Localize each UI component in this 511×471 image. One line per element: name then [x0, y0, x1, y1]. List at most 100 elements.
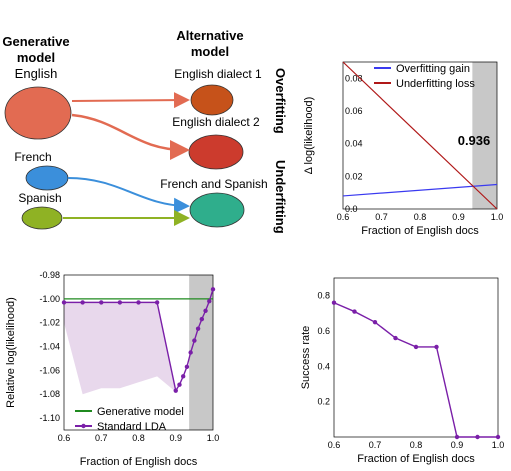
- data-point: [136, 300, 141, 305]
- data-point: [80, 300, 85, 305]
- data-point: [207, 299, 212, 304]
- plot-frame: [63, 274, 214, 431]
- data-point: [199, 316, 205, 322]
- x-tick-label: 0.9: [169, 433, 182, 443]
- data-point: [454, 434, 460, 440]
- y-tick-label: 0.4: [317, 361, 330, 371]
- french-ellipse: [25, 165, 69, 191]
- x-axis-label: Fraction of English docs: [80, 456, 198, 468]
- dialect2-label: English dialect 2: [172, 115, 260, 129]
- series-line: [342, 61, 498, 210]
- legend-label: Overfitting gain: [396, 63, 470, 75]
- legend-label: Underfitting loss: [396, 78, 475, 90]
- x-tick-label: 1.0: [492, 440, 505, 450]
- x-tick-label: 0.7: [369, 440, 382, 450]
- french-label: French: [14, 150, 51, 164]
- success-rate-chart: 0.6 0.7 0.8 0.9 1.0 0.2 0.4 0.6 0.8 Fraction of …: [300, 277, 505, 465]
- legend: Generative model Standard LDA: [75, 406, 184, 433]
- series-line: [333, 302, 498, 438]
- underfitting-label: Underfitting: [273, 160, 288, 234]
- overfitting-label: Overfitting: [273, 68, 288, 134]
- dialect2-ellipse: [188, 134, 244, 170]
- french-spanish-label: French and Spanish: [160, 177, 267, 191]
- data-point: [203, 308, 208, 313]
- spanish-label: Spanish: [18, 191, 61, 205]
- data-point: [352, 309, 357, 314]
- data-point: [413, 344, 419, 350]
- data-point: [475, 434, 480, 440]
- generative-heading-line1: Generative: [2, 34, 69, 49]
- french-spanish-ellipse: [189, 192, 245, 228]
- data-point: [99, 300, 104, 305]
- y-tick-label: 0.8: [317, 291, 330, 301]
- x-tick-label: 0.8: [414, 212, 427, 222]
- data-point: [192, 338, 197, 343]
- x-tick-label: 0.7: [375, 212, 388, 222]
- data-point: [495, 434, 501, 440]
- x-tick-label: 0.6: [337, 212, 350, 222]
- spanish-ellipse: [21, 206, 63, 230]
- x-tick-label: 0.9: [452, 212, 465, 222]
- x-tick-label: 0.8: [132, 433, 145, 443]
- x-tick-label: 0.6: [58, 433, 71, 443]
- legend-marker: [81, 423, 86, 429]
- data-point: [188, 350, 193, 355]
- arrow-french-merged: [67, 177, 190, 214]
- data-point: [177, 382, 182, 387]
- y-tick-label: -1.08: [39, 389, 60, 399]
- data-point: [393, 335, 398, 341]
- variance-band: [64, 301, 176, 395]
- y-tick-label: 0.02: [345, 171, 363, 181]
- x-tick-label: 1.0: [491, 212, 504, 222]
- x-axis-label: Fraction of English docs: [357, 453, 475, 465]
- arrow-english-dialect1: [71, 92, 190, 109]
- x-tick-label: 0.7: [95, 433, 108, 443]
- y-tick-label: -0.98: [39, 270, 60, 280]
- data-point: [210, 287, 216, 292]
- plot-frame: [333, 277, 499, 438]
- y-tick-label: -1.06: [39, 365, 60, 375]
- data-point: [195, 326, 201, 331]
- data-point: [372, 319, 378, 325]
- y-tick-label: -1.04: [39, 342, 60, 352]
- alternative-heading-line1: Alternative: [176, 28, 243, 43]
- y-axis-label: Relative log(likelihood): [5, 297, 17, 408]
- data-point: [154, 300, 160, 305]
- english-ellipse: [4, 86, 72, 140]
- alternative-heading-line2: model: [191, 44, 229, 59]
- y-axis-label: Δ log(likelihood): [303, 97, 315, 175]
- data-point: [117, 300, 123, 305]
- y-tick-label: -1.10: [39, 413, 60, 423]
- y-tick-label: 0.6: [317, 326, 330, 336]
- x-tick-label: 1.0: [207, 433, 220, 443]
- dialect1-label: English dialect 1: [174, 67, 262, 81]
- threshold-annotation: 0.936: [458, 133, 491, 148]
- arrow-english-dialect2: [71, 113, 190, 160]
- legend: Overfitting gain Underfitting loss: [374, 63, 475, 90]
- legend-label: Generative model: [97, 406, 184, 418]
- x-tick-label: 0.6: [328, 440, 341, 450]
- y-tick-label: 0.0: [345, 204, 358, 214]
- y-tick-label: 0.04: [345, 139, 363, 149]
- x-axis-label: Fraction of English docs: [361, 225, 479, 237]
- y-axis-label: Success rate: [300, 326, 312, 390]
- x-tick-label: 0.9: [451, 440, 464, 450]
- english-label: English: [15, 66, 58, 81]
- relative-likelihood-chart: 0.6 0.7 0.8 0.9 1.0 -0.98 -1.00 -1.02 -1.04 -1.06…: [5, 270, 219, 468]
- legend-label: Standard LDA: [97, 421, 167, 433]
- y-tick-label: 0.08: [345, 73, 363, 83]
- y-tick-label: 0.06: [345, 106, 363, 116]
- y-tick-label: 0.2: [317, 397, 330, 407]
- data-point: [434, 344, 439, 350]
- x-tick-label: 0.8: [410, 440, 423, 450]
- data-point: [181, 374, 186, 379]
- data-point: [61, 300, 67, 305]
- dialect1-ellipse: [190, 84, 234, 116]
- generative-heading-line2: model: [17, 50, 55, 65]
- data-point: [331, 300, 337, 305]
- data-point: [173, 388, 178, 393]
- y-tick-label: -1.00: [39, 294, 60, 304]
- plot-frame: [342, 61, 498, 210]
- shaded-region: [189, 275, 213, 430]
